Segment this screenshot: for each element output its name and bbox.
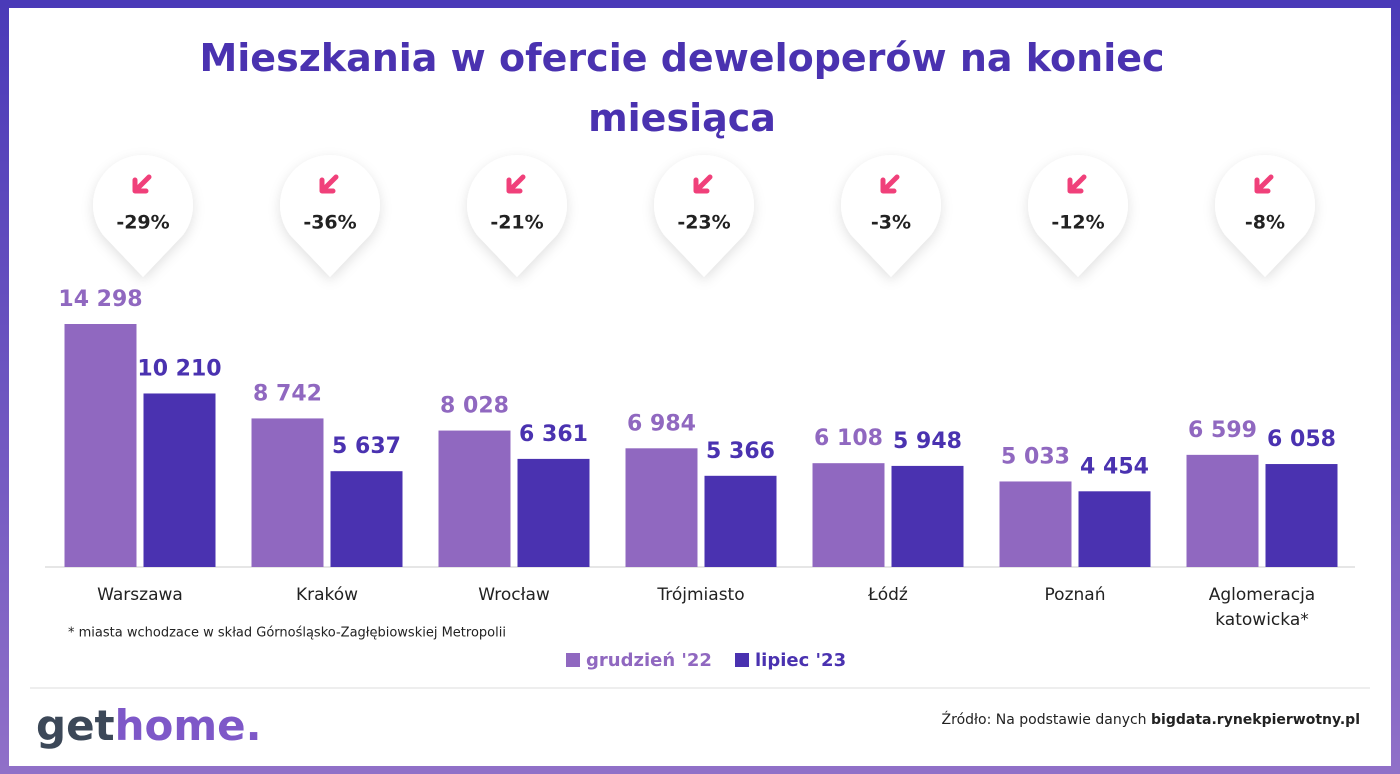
card bbox=[9, 8, 1391, 766]
x-tick-label: Poznań bbox=[1044, 585, 1106, 605]
change-label: -12% bbox=[1051, 212, 1104, 234]
value-label: 4 454 bbox=[1080, 454, 1149, 479]
badge bbox=[467, 154, 568, 277]
value-label: 8 028 bbox=[440, 394, 509, 419]
arrow-icon bbox=[1067, 174, 1087, 194]
bar bbox=[812, 463, 885, 567]
arrow-icon bbox=[880, 174, 900, 194]
bar bbox=[625, 448, 698, 567]
legend-swatch bbox=[735, 653, 749, 667]
legend-label: lipiec '23 bbox=[755, 650, 846, 671]
arrow-icon bbox=[506, 174, 526, 194]
change-label: -21% bbox=[490, 212, 543, 234]
arrow-icon bbox=[693, 174, 713, 194]
bar bbox=[330, 471, 403, 567]
arrow-icon bbox=[132, 174, 152, 194]
value-label: 10 210 bbox=[137, 356, 221, 381]
badge bbox=[93, 154, 193, 277]
value-label: 5 366 bbox=[706, 439, 775, 464]
change-label: -36% bbox=[303, 212, 356, 234]
value-label: 5 948 bbox=[893, 429, 962, 454]
bar bbox=[438, 430, 511, 567]
change-label: -23% bbox=[677, 212, 730, 234]
bar bbox=[1186, 454, 1259, 567]
x-tick-label: Łódź bbox=[868, 585, 908, 605]
logo: gethome. bbox=[36, 701, 262, 750]
change-label: -29% bbox=[116, 212, 169, 234]
legend-swatch bbox=[566, 653, 580, 667]
bar bbox=[517, 458, 590, 567]
legend-label: grudzień '22 bbox=[586, 650, 712, 671]
bar bbox=[999, 481, 1072, 567]
badge bbox=[1214, 154, 1315, 277]
badge bbox=[654, 154, 754, 277]
bar bbox=[891, 465, 964, 567]
bar bbox=[1265, 464, 1338, 567]
arrow-icon bbox=[1254, 174, 1274, 194]
value-label: 14 298 bbox=[58, 287, 142, 312]
x-tick-label: Aglomeracja katowicka* bbox=[1208, 585, 1316, 630]
bar bbox=[64, 324, 137, 567]
value-label: 6 361 bbox=[519, 422, 588, 447]
badge bbox=[280, 154, 380, 277]
chart-title: Mieszkania w ofercie deweloperów na koni… bbox=[199, 36, 1165, 140]
change-label: -3% bbox=[871, 212, 911, 234]
value-label: 8 742 bbox=[253, 381, 322, 406]
value-label: 5 033 bbox=[1001, 444, 1070, 469]
change-label: -8% bbox=[1245, 212, 1285, 234]
arrow-icon bbox=[319, 174, 339, 194]
bar bbox=[251, 418, 324, 567]
x-tick-label: Kraków bbox=[295, 585, 359, 605]
bar bbox=[143, 393, 216, 567]
bar bbox=[704, 475, 777, 567]
value-label: 5 637 bbox=[332, 434, 401, 459]
x-tick-label: Trójmiasto bbox=[657, 585, 745, 605]
badge bbox=[840, 154, 941, 277]
x-tick-label: Wrocław bbox=[478, 585, 550, 605]
source: Źródło: Na podstawie danych bigdata.ryne… bbox=[942, 710, 1360, 728]
value-label: 6 984 bbox=[627, 411, 696, 436]
value-label: 6 058 bbox=[1267, 427, 1336, 452]
value-label: 6 108 bbox=[814, 426, 883, 451]
bar bbox=[1078, 491, 1151, 567]
footnote: * miasta wchodzace w skład Górnośląsko-Z… bbox=[68, 626, 506, 641]
badge bbox=[1027, 154, 1128, 277]
x-tick-label: Warszawa bbox=[97, 585, 183, 605]
value-label: 6 599 bbox=[1188, 418, 1257, 443]
